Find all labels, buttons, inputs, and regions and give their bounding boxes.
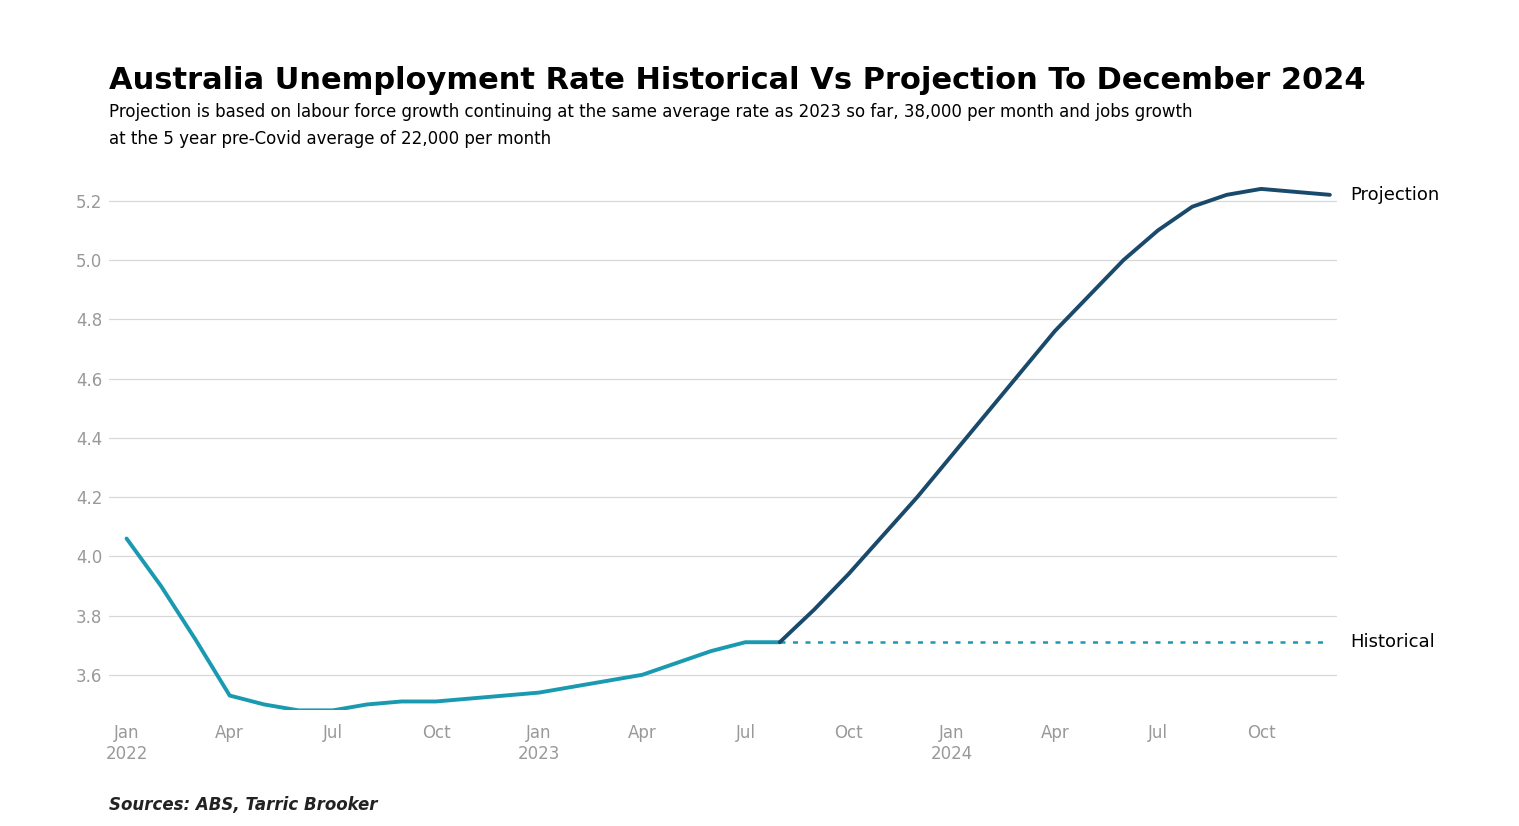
Text: Australia Unemployment Rate Historical Vs Projection To December 2024: Australia Unemployment Rate Historical V… (109, 66, 1366, 95)
Text: Projection is based on labour force growth continuing at the same average rate a: Projection is based on labour force grow… (109, 103, 1192, 148)
Text: Projection: Projection (1350, 186, 1440, 204)
Text: Sources: ABS, Tarric Brooker: Sources: ABS, Tarric Brooker (109, 795, 378, 814)
Text: Historical: Historical (1350, 634, 1435, 651)
